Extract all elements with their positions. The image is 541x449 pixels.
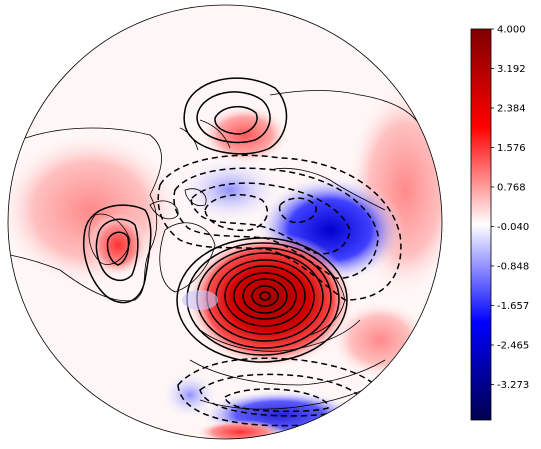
- positive-contour-main: [176, 237, 348, 363]
- coastline-mediterranean: [199, 384, 376, 410]
- positive-contour-main: [233, 272, 297, 320]
- positive-contour-north: [196, 91, 271, 144]
- positive-contour-north: [214, 106, 258, 135]
- colorbar-tick-label: -0.848: [497, 261, 529, 272]
- positive-contour-main: [259, 291, 271, 301]
- colorbar-tick-label: -3.273: [497, 380, 529, 391]
- negative-contour-large: [173, 167, 379, 279]
- colorbar-tick-label: 2.384: [497, 103, 526, 114]
- positive-contours: [83, 77, 348, 363]
- colorbar-ticks: 4.000 3.192 2.384 1.576 0.768 -0.040 -0.848 -1.…: [491, 25, 529, 391]
- coastline-europe: [189, 319, 386, 386]
- colorbar-tick-label: -2.465: [497, 340, 529, 351]
- coastline-arctic-russia: [269, 167, 386, 211]
- map-boundary: [7, 4, 443, 440]
- negative-contour-large: [190, 182, 351, 255]
- colorbar-tick-label: -0.040: [497, 222, 529, 233]
- pink-anomaly-north: [200, 105, 290, 165]
- positive-contour-north: [183, 77, 288, 155]
- coastline-canadian-islands: [149, 188, 207, 220]
- positive-contour-west: [83, 204, 152, 304]
- coastline-north-america: [9, 127, 162, 302]
- colorbar-tick-label: 0.768: [497, 182, 526, 193]
- negative-contour-inner: [278, 197, 317, 224]
- colorbar-tick-label: -1.657: [497, 301, 529, 312]
- pink-anomaly-west: [8, 130, 185, 290]
- coastline-greenland: [159, 222, 216, 293]
- red-anomaly-bottom: [195, 420, 285, 439]
- negative-contour-inner: [204, 194, 269, 232]
- positive-contour-main: [251, 285, 279, 307]
- colorbar: 4.000 3.192 2.384 1.576 0.768 -0.040 -0.848 -1.…: [470, 25, 529, 421]
- negative-contour-south: [224, 388, 329, 413]
- colorbar-tick-label: 3.192: [497, 64, 526, 75]
- colorbar-tick-label: 4.000: [497, 25, 526, 36]
- negative-contour-large: [157, 154, 402, 301]
- positive-contour-main: [224, 265, 306, 327]
- positive-contour-west: [95, 218, 139, 282]
- positive-contour-west: [106, 231, 130, 266]
- colorbar-tick-label: 1.576: [497, 143, 526, 154]
- coastline-siberia: [269, 90, 421, 126]
- colorbar-gradient: [470, 28, 492, 421]
- red-anomaly-west-core: [88, 213, 148, 277]
- blue-anomaly-soft: [175, 155, 285, 225]
- blue-anomaly-southwest: [160, 370, 220, 420]
- positive-contour-main: [242, 278, 288, 314]
- blue-anomaly-patch: [182, 290, 218, 310]
